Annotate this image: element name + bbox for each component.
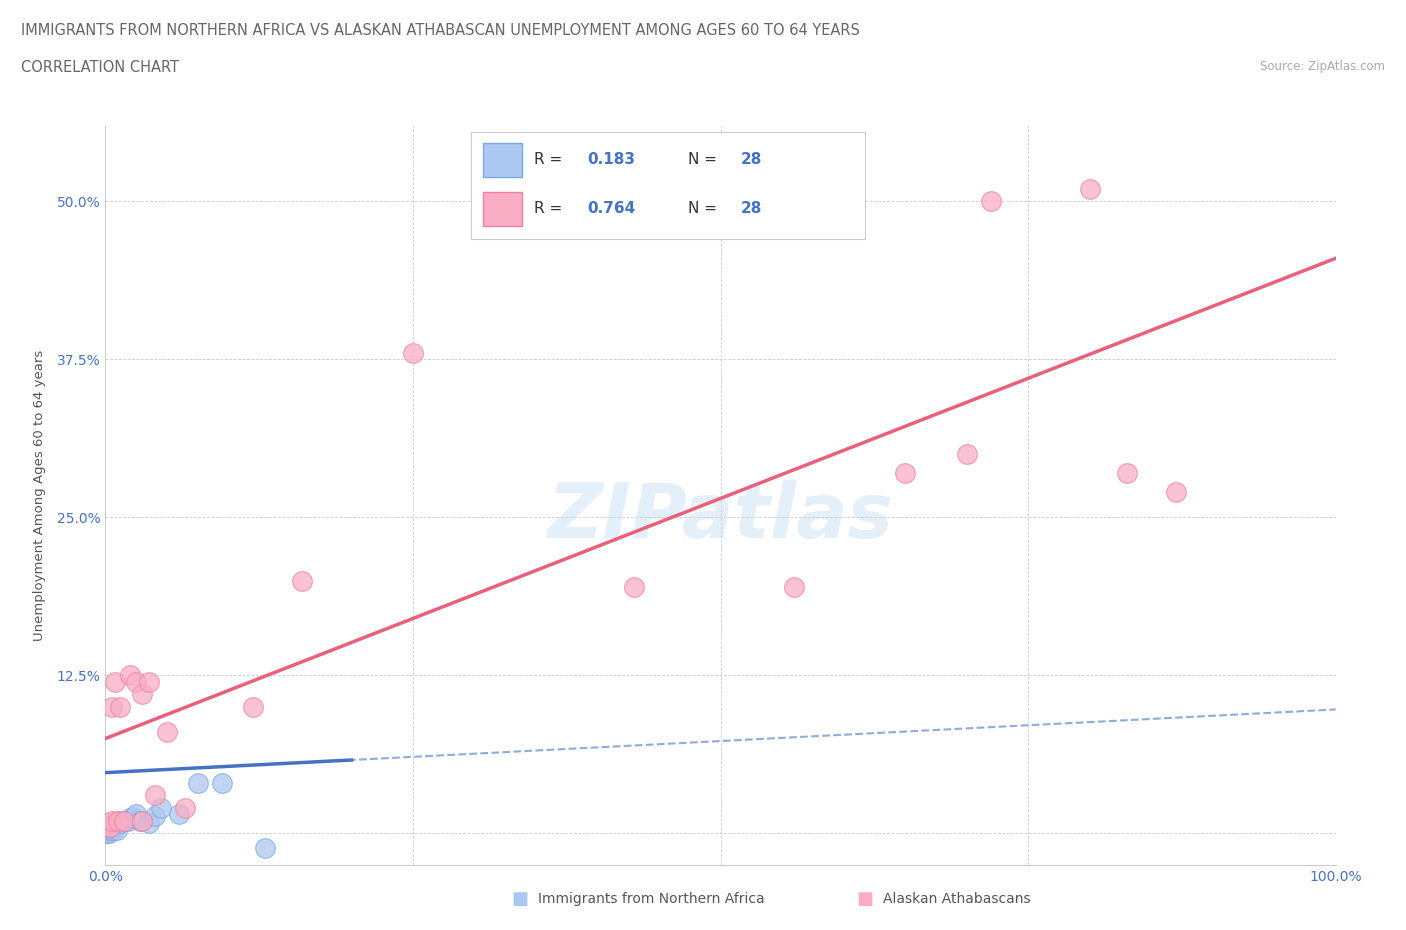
Text: 0.183: 0.183 <box>588 152 636 166</box>
Point <box>97 816 120 830</box>
Point <box>980 194 1002 209</box>
Bar <box>482 143 522 177</box>
Point <box>143 788 166 803</box>
Point <box>143 808 166 823</box>
Point <box>98 819 122 834</box>
Point <box>402 346 425 361</box>
Point <box>117 813 139 828</box>
Point <box>100 813 122 828</box>
Point <box>169 807 191 822</box>
Point <box>1078 181 1101 196</box>
Point <box>187 776 209 790</box>
Point <box>97 826 120 841</box>
Point <box>131 687 153 702</box>
Text: 0.764: 0.764 <box>588 201 636 216</box>
Point <box>120 668 141 683</box>
Text: Source: ZipAtlas.com: Source: ZipAtlas.com <box>1260 60 1385 73</box>
Point <box>149 801 172 816</box>
Point <box>894 466 917 481</box>
Point <box>1115 466 1137 481</box>
Point <box>100 821 122 836</box>
Point <box>112 813 135 828</box>
Point <box>98 826 121 841</box>
Point <box>101 822 124 837</box>
Point <box>1164 485 1187 499</box>
Text: ZIPatlas: ZIPatlas <box>547 481 894 554</box>
Point <box>104 819 127 834</box>
Point <box>100 819 122 834</box>
Point <box>103 819 125 834</box>
Point <box>104 674 127 689</box>
Point <box>291 573 314 588</box>
Text: N =: N = <box>688 152 721 166</box>
Point <box>131 813 153 828</box>
Point <box>96 819 118 834</box>
Point <box>121 809 143 824</box>
Point <box>174 801 197 816</box>
Point <box>110 699 132 714</box>
Point <box>96 823 118 838</box>
Point <box>138 674 160 689</box>
Point <box>96 826 118 841</box>
Point <box>98 819 122 834</box>
Point <box>110 816 132 830</box>
Point <box>131 813 153 828</box>
Text: 28: 28 <box>741 201 762 216</box>
Point <box>105 822 128 837</box>
Text: R =: R = <box>534 152 567 166</box>
Point <box>783 579 806 594</box>
Text: CORRELATION CHART: CORRELATION CHART <box>21 60 179 75</box>
Point <box>138 816 160 830</box>
Text: 28: 28 <box>741 152 762 166</box>
Point <box>156 724 179 739</box>
Text: N =: N = <box>688 201 721 216</box>
Point <box>125 807 148 822</box>
Text: Immigrants from Northern Africa: Immigrants from Northern Africa <box>538 892 765 907</box>
Point <box>107 813 129 828</box>
Point <box>242 699 264 714</box>
Point <box>129 813 152 828</box>
Y-axis label: Unemployment Among Ages 60 to 64 years: Unemployment Among Ages 60 to 64 years <box>32 350 45 641</box>
Point <box>98 822 121 837</box>
Point <box>107 813 129 828</box>
Point <box>125 674 148 689</box>
Text: IMMIGRANTS FROM NORTHERN AFRICA VS ALASKAN ATHABASCAN UNEMPLOYMENT AMONG AGES 60: IMMIGRANTS FROM NORTHERN AFRICA VS ALASK… <box>21 23 860 38</box>
Text: Alaskan Athabascans: Alaskan Athabascans <box>883 892 1031 907</box>
Point <box>112 813 135 828</box>
Text: R =: R = <box>534 201 567 216</box>
Point <box>956 446 979 461</box>
Point <box>120 811 141 826</box>
Text: ■: ■ <box>512 890 529 909</box>
Text: ■: ■ <box>856 890 873 909</box>
Bar <box>482 192 522 226</box>
Point <box>211 776 233 790</box>
Point <box>100 699 122 714</box>
Point <box>254 841 277 856</box>
Point <box>623 579 645 594</box>
